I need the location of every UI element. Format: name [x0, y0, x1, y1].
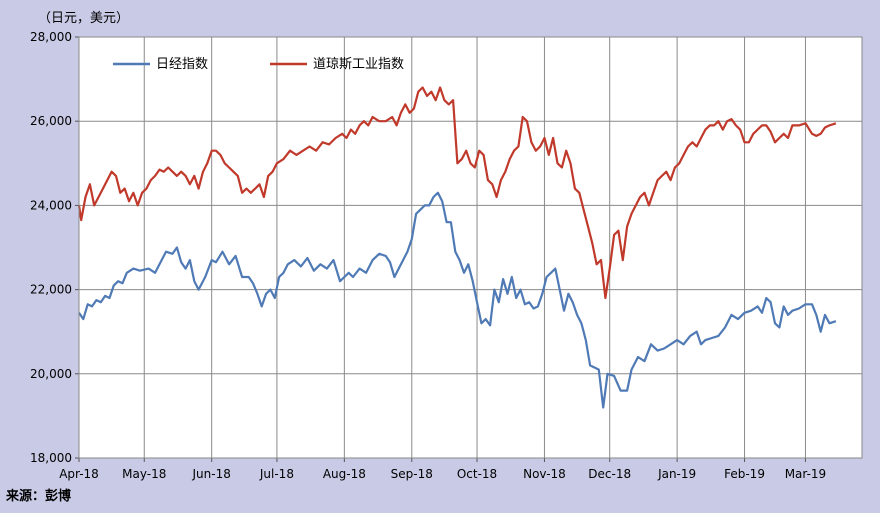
y-axis-ticks: 18,000 20,000 22,000 24,000 26,000 28,000 — [30, 30, 79, 465]
x-tick-label: Jan-19 — [657, 467, 696, 481]
plot-border — [78, 36, 863, 459]
x-tick-label: Apr-18 — [59, 467, 99, 481]
x-tick-label: Feb-19 — [724, 467, 765, 481]
source-note: 来源：彭博 — [5, 488, 71, 504]
unit-label: （日元，美元） — [38, 11, 129, 26]
x-tick-label: Nov-18 — [523, 467, 566, 481]
x-tick-label: May-18 — [122, 467, 166, 481]
x-tick-label: Jul-18 — [259, 467, 294, 481]
legend: 日经指数 道琼斯工业指数 — [113, 57, 404, 72]
legend-label-nikkei: 日经指数 — [156, 57, 208, 72]
y-tick-label: 26,000 — [30, 114, 72, 128]
y-tick-label: 18,000 — [30, 451, 72, 465]
plot-area — [79, 37, 862, 458]
y-tick-label: 20,000 — [30, 367, 72, 381]
y-tick-label: 22,000 — [30, 283, 72, 297]
series-line-0 — [78, 191, 837, 409]
x-tick-label: Oct-18 — [457, 467, 497, 481]
series-line-1 — [77, 86, 837, 300]
y-tick-label: 28,000 — [30, 30, 72, 44]
x-tick-label: Dec-18 — [588, 467, 631, 481]
x-tick-label: Mar-19 — [785, 467, 826, 481]
x-tick-label: Sep-18 — [391, 467, 433, 481]
series-lines — [77, 86, 837, 409]
x-axis-ticks: Apr-18 May-18 Jun-18 Jul-18 Aug-18 Sep-18 Oct-… — [59, 458, 826, 481]
x-tick-label: Jun-18 — [191, 467, 230, 481]
y-tick-label: 24,000 — [30, 198, 72, 212]
x-tick-label: Aug-18 — [323, 467, 366, 481]
grid — [79, 36, 862, 459]
legend-label-dow: 道琼斯工业指数 — [313, 57, 404, 72]
